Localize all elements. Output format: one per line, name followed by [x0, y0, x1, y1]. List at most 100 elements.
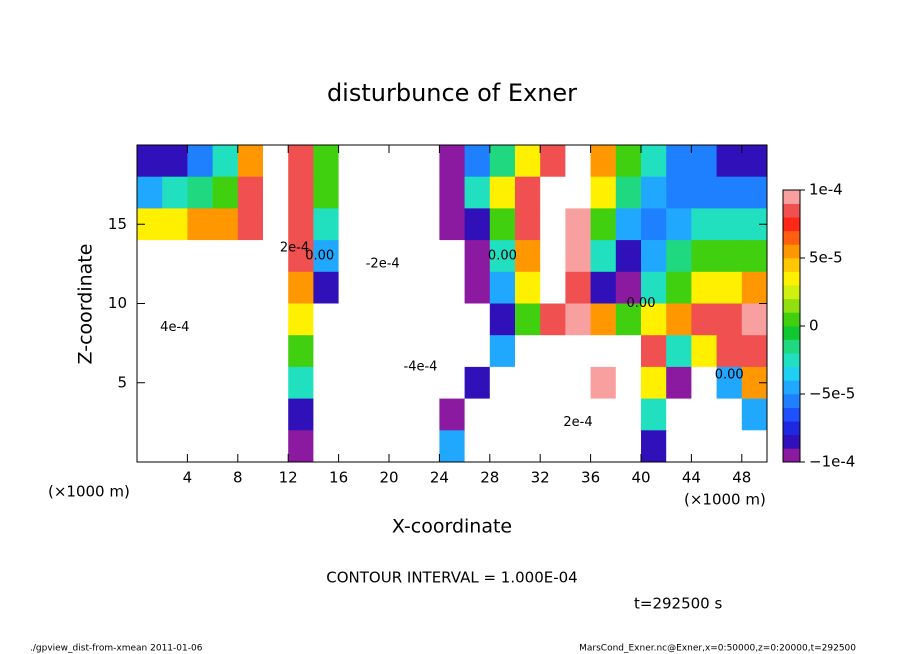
- colorbar-band: [783, 285, 800, 300]
- cell: [741, 240, 768, 273]
- cell: [263, 430, 289, 463]
- cell: [489, 335, 516, 368]
- cell: [565, 398, 592, 431]
- cell: [237, 303, 264, 336]
- cell: [666, 430, 692, 463]
- cell: [288, 176, 314, 209]
- x-tick-label: 4: [183, 469, 193, 487]
- cell: [187, 366, 214, 400]
- y-tick-label: 15: [108, 215, 127, 233]
- cell: [389, 366, 415, 400]
- cell: [716, 145, 743, 178]
- contour-label: 0.00: [715, 367, 744, 382]
- footer-left: ./gpview_dist-from-xmean 2011-01-06: [30, 644, 203, 654]
- cell: [741, 430, 768, 463]
- y-tick-label: 5: [117, 373, 127, 391]
- cell: [237, 430, 264, 463]
- x-unit-label: (×1000 m): [684, 491, 766, 509]
- colorbar-band: [783, 244, 800, 259]
- cell: [389, 430, 415, 463]
- cell: [666, 208, 692, 241]
- cell: [590, 176, 617, 209]
- colorbar-band: [783, 339, 800, 354]
- cell: [741, 335, 768, 368]
- cell: [615, 335, 642, 368]
- cell: [363, 176, 390, 209]
- cell: [187, 208, 214, 241]
- cell: [464, 335, 491, 368]
- colorbar-tick-label: 0: [809, 317, 819, 335]
- cell: [716, 398, 743, 431]
- cell: [187, 271, 214, 304]
- cell: [489, 303, 516, 336]
- cell: [187, 303, 214, 336]
- cell: [439, 366, 466, 400]
- cell: [187, 240, 214, 273]
- colorbar-band: [783, 326, 800, 340]
- cell: [540, 271, 566, 304]
- cell: [414, 145, 440, 178]
- cell: [363, 335, 390, 368]
- cell: [515, 398, 541, 431]
- cell: [691, 176, 718, 209]
- cell: [615, 208, 642, 241]
- cell: [716, 335, 743, 368]
- colorbar-band: [783, 394, 800, 408]
- cell: [363, 430, 390, 463]
- cell: [515, 335, 541, 368]
- colorbar-tick-label: −5e-5: [809, 385, 855, 403]
- cell: [162, 271, 188, 304]
- cell: [313, 366, 340, 400]
- cell: [363, 303, 390, 336]
- x-tick-label: 12: [279, 469, 298, 487]
- cell: [212, 430, 239, 463]
- cell: [540, 366, 566, 400]
- contour-label: 0.00: [305, 248, 334, 263]
- cell: [590, 398, 617, 431]
- cell: [212, 176, 239, 209]
- colorbar-band: [783, 366, 800, 381]
- cell: [515, 366, 541, 400]
- x-tick-label: 24: [430, 469, 449, 487]
- cell: [666, 303, 692, 336]
- cell: [363, 145, 390, 178]
- cell: [615, 398, 642, 431]
- cell: [389, 145, 415, 178]
- footer-right: MarsCond_Exner.nc@Exner,x=0:50000,z=0:20…: [579, 644, 856, 654]
- cell: [615, 303, 642, 336]
- cell: [137, 176, 163, 209]
- cell: [489, 208, 516, 241]
- cell: [565, 271, 592, 304]
- cell: [212, 366, 239, 400]
- cell: [263, 271, 289, 304]
- cell: [666, 271, 692, 304]
- cell: [187, 145, 214, 178]
- cell: [666, 145, 692, 178]
- cell: [212, 271, 239, 304]
- cell: [565, 240, 592, 273]
- cell: [540, 208, 566, 241]
- cell: [288, 208, 314, 241]
- cell: [237, 208, 264, 241]
- cell: [389, 303, 415, 336]
- cell: [237, 176, 264, 209]
- cell: [691, 271, 718, 304]
- cell: [363, 240, 390, 273]
- cell: [187, 430, 214, 463]
- y-axis-label: Z-coordinate: [75, 244, 97, 365]
- cell: [187, 176, 214, 209]
- cell: [590, 271, 617, 304]
- cell: [137, 240, 163, 273]
- cell: [641, 303, 667, 336]
- cell: [212, 335, 239, 368]
- cell: [691, 430, 718, 463]
- cell: [590, 303, 617, 336]
- cell: [162, 398, 188, 431]
- cell: [313, 271, 340, 304]
- cell: [716, 271, 743, 304]
- cell: [414, 176, 440, 209]
- cell: [540, 398, 566, 431]
- cell: [237, 240, 264, 273]
- cell: [288, 240, 314, 273]
